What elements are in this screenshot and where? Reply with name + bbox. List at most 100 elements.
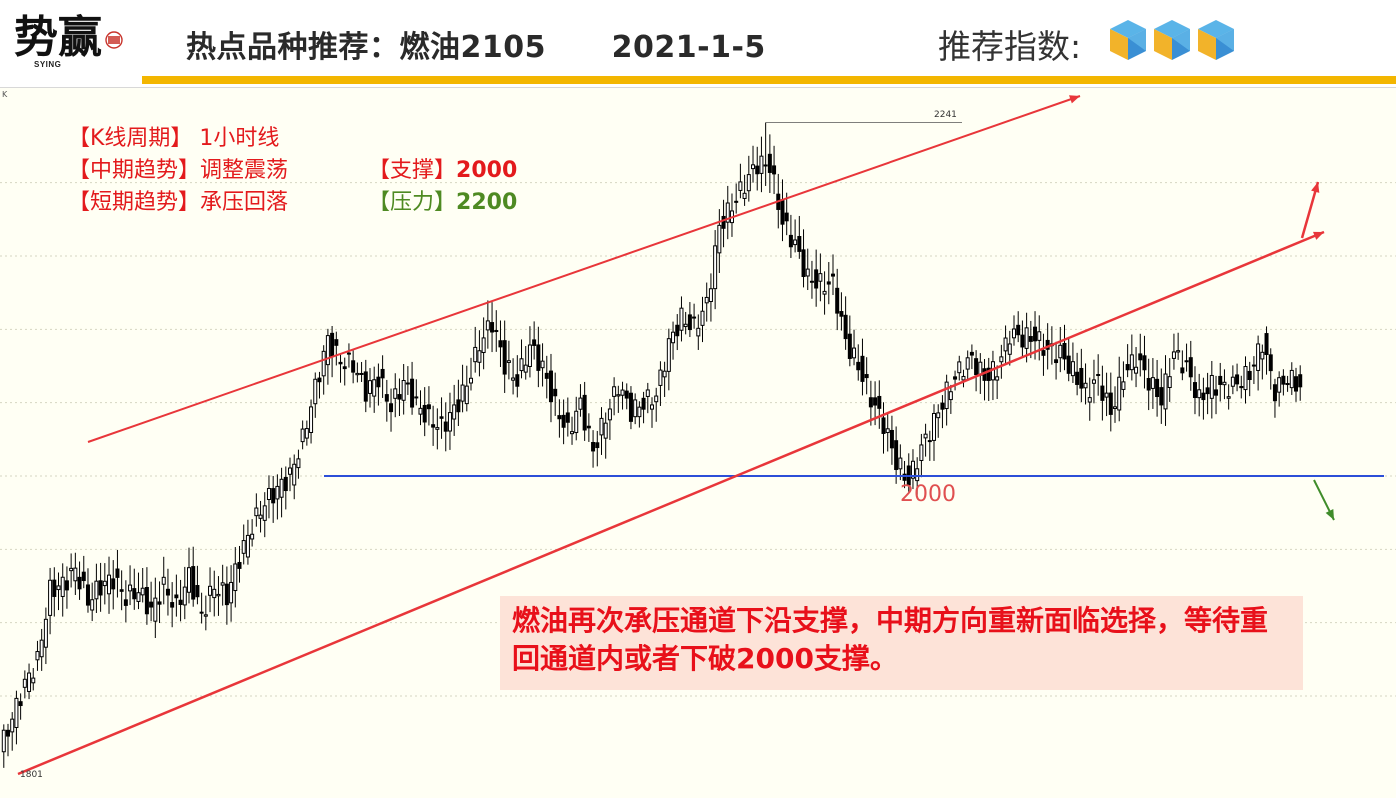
- candle: [1180, 350, 1185, 381]
- pressure-value: 2200: [456, 190, 518, 215]
- candle: [553, 372, 558, 416]
- candle: [932, 404, 937, 461]
- candle: [384, 379, 389, 422]
- candle: [523, 346, 528, 380]
- candle: [1298, 365, 1303, 401]
- candle: [452, 384, 457, 436]
- candle: [772, 145, 777, 195]
- candle: [860, 338, 865, 396]
- candle: [1163, 355, 1168, 426]
- candle: [1058, 326, 1063, 373]
- candle: [898, 444, 903, 481]
- candle: [527, 326, 532, 378]
- candle: [477, 330, 482, 377]
- candle: [902, 460, 907, 489]
- candle: [439, 397, 444, 439]
- candle: [10, 712, 15, 751]
- info-period: 【K线周期】 1小时线: [68, 126, 280, 151]
- candle: [330, 325, 335, 378]
- candle: [1192, 366, 1197, 415]
- candle: [780, 179, 785, 242]
- candle: [102, 563, 107, 605]
- candle: [27, 663, 32, 700]
- candle: [742, 174, 747, 206]
- candle: [713, 230, 718, 310]
- chart-corner-label: K: [2, 90, 8, 99]
- candle: [1070, 342, 1075, 384]
- candle: [296, 449, 301, 479]
- candle: [191, 546, 196, 607]
- candle: [940, 395, 945, 429]
- chart-area: K 【K线周期】 1小时线 【中期趋势】调整震荡 【短期趋势】承压回落 【支撑】…: [0, 88, 1396, 798]
- candle: [649, 397, 655, 428]
- candle: [5, 723, 11, 757]
- candle: [18, 693, 23, 720]
- candle: [208, 567, 213, 613]
- candle: [144, 567, 149, 625]
- candle: [153, 577, 158, 639]
- candle: [586, 413, 591, 442]
- candle: [216, 576, 221, 616]
- candle: [401, 364, 406, 415]
- candle: [1243, 356, 1248, 404]
- candle: [835, 268, 840, 331]
- candle: [633, 393, 638, 425]
- candle: [847, 315, 852, 367]
- candle: [410, 361, 415, 415]
- candle: [203, 595, 208, 631]
- candle: [359, 361, 364, 382]
- candle: [658, 361, 663, 406]
- candle: [797, 215, 802, 259]
- candle: [801, 229, 806, 288]
- candle: [616, 385, 621, 413]
- candle: [995, 365, 1000, 400]
- candle: [149, 581, 154, 622]
- comment-text: 燃油再次承压通道下沿支撑，中期方向重新面临选择，等待重回通道内或者下破2000支…: [512, 604, 1269, 675]
- candle: [498, 320, 503, 367]
- candle: [1209, 360, 1214, 419]
- info-mid-trend: 【中期趋势】调整震荡: [68, 158, 289, 183]
- candle: [645, 382, 650, 414]
- candle: [1121, 361, 1126, 398]
- candle: [852, 329, 857, 366]
- candle: [266, 475, 271, 519]
- channel-upper-line: [87, 95, 1081, 443]
- candle: [1011, 315, 1016, 346]
- candle: [717, 209, 722, 273]
- support-label: 【支撑】: [368, 158, 457, 183]
- channel-lower-line: [17, 230, 1325, 776]
- candle: [39, 628, 44, 671]
- candle: [313, 372, 318, 418]
- candle: [90, 582, 95, 622]
- candle: [31, 668, 36, 691]
- candle: [372, 366, 377, 413]
- candle: [85, 568, 90, 613]
- candle: [548, 353, 553, 423]
- candle: [426, 386, 431, 426]
- candle: [687, 302, 692, 338]
- candle: [721, 199, 726, 248]
- candle: [229, 565, 234, 622]
- low-price-label: 1801: [20, 770, 43, 780]
- candle: [671, 321, 676, 360]
- info-support: 【支撑】2000: [368, 152, 517, 184]
- candle: [927, 430, 932, 461]
- candle: [1247, 361, 1252, 397]
- candle: [35, 640, 40, 671]
- candle: [1129, 334, 1134, 381]
- candle: [923, 423, 928, 457]
- candle: [431, 405, 436, 446]
- candle: [460, 364, 465, 413]
- candle: [704, 282, 709, 322]
- candle: [641, 391, 646, 424]
- candle: [708, 273, 713, 322]
- candle: [288, 457, 293, 492]
- candle: [1016, 311, 1021, 343]
- candle: [1256, 335, 1261, 391]
- candle: [182, 566, 187, 620]
- candle: [839, 292, 844, 331]
- candle: [241, 524, 246, 565]
- candle: [334, 331, 339, 366]
- candle: [894, 426, 899, 484]
- cube-icon: [1198, 20, 1234, 60]
